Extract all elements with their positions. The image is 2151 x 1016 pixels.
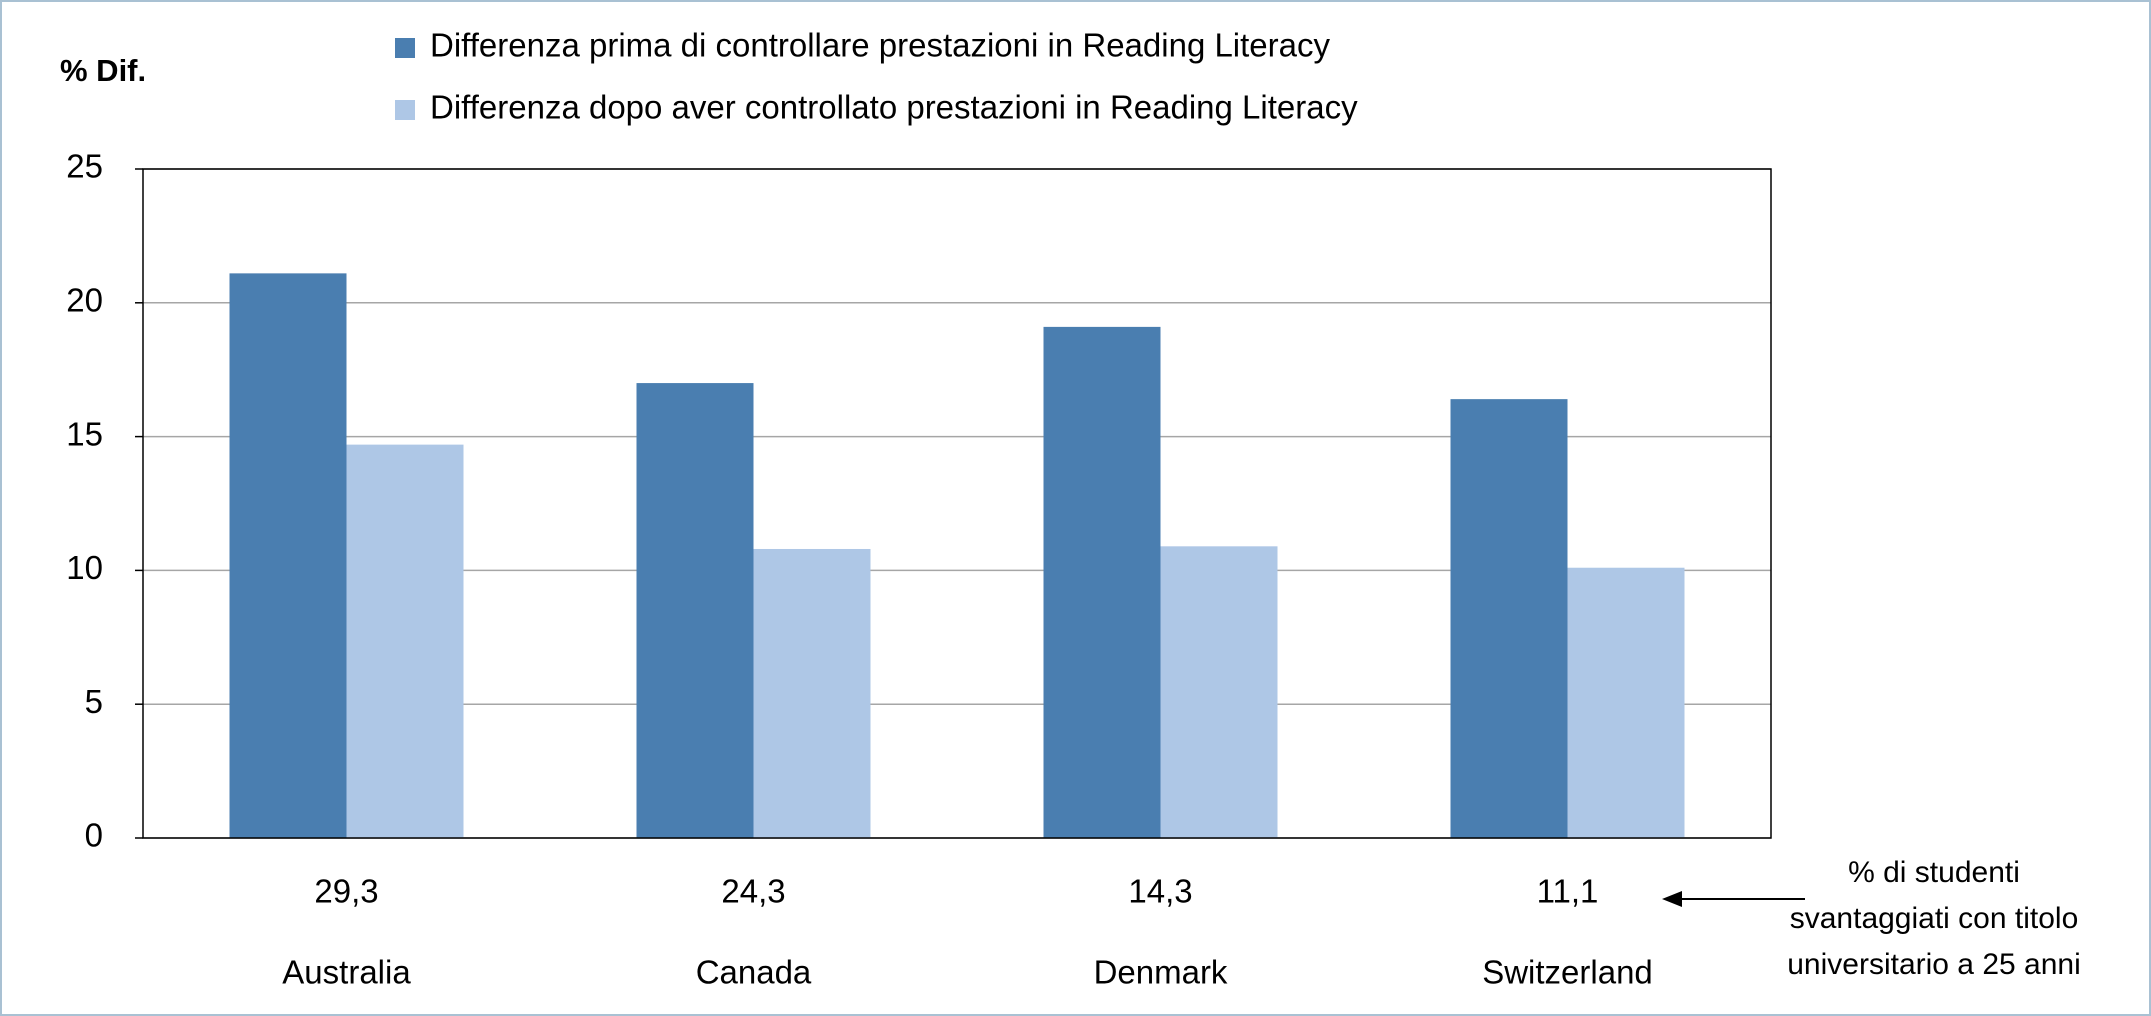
x-tick-label: Canada <box>696 954 812 991</box>
annotation: universitario a 25 anni <box>1787 948 2081 981</box>
legend-label: Differenza prima di controllare prestazi… <box>430 27 1331 64</box>
bar <box>1160 546 1278 838</box>
y-tick-label: 25 <box>66 148 103 185</box>
y-tick-label: 5 <box>85 683 103 720</box>
x-sublabel: 24,3 <box>721 873 785 910</box>
x-sublabel: 14,3 <box>1128 873 1192 910</box>
bar <box>1567 567 1685 838</box>
legend-swatch <box>395 100 415 120</box>
legend-label: Differenza dopo aver controllato prestaz… <box>430 89 1358 126</box>
x-tick-label: Australia <box>282 954 411 991</box>
bar <box>1043 326 1161 838</box>
y-tick-label: 10 <box>66 549 103 586</box>
y-axis-label: % Dif. <box>60 53 146 88</box>
annotation: % di studenti <box>1848 856 2020 889</box>
x-tick-label: Denmark <box>1094 954 1228 991</box>
plot-area <box>142 168 1772 839</box>
arrow-head <box>1662 891 1682 907</box>
bar <box>346 444 464 838</box>
y-tick-label: 20 <box>66 282 103 319</box>
legend-swatch <box>395 38 415 58</box>
bar <box>636 383 754 838</box>
y-tick-label: 15 <box>66 415 103 452</box>
x-sublabel: 29,3 <box>314 873 378 910</box>
x-sublabel: 11,1 <box>1537 873 1599 910</box>
y-tick-label: 0 <box>85 817 103 854</box>
x-tick-label: Switzerland <box>1482 954 1653 991</box>
bar <box>229 273 347 838</box>
bar <box>1450 399 1568 838</box>
annotation: svantaggiati con titolo <box>1790 902 2079 935</box>
bar <box>753 548 871 838</box>
